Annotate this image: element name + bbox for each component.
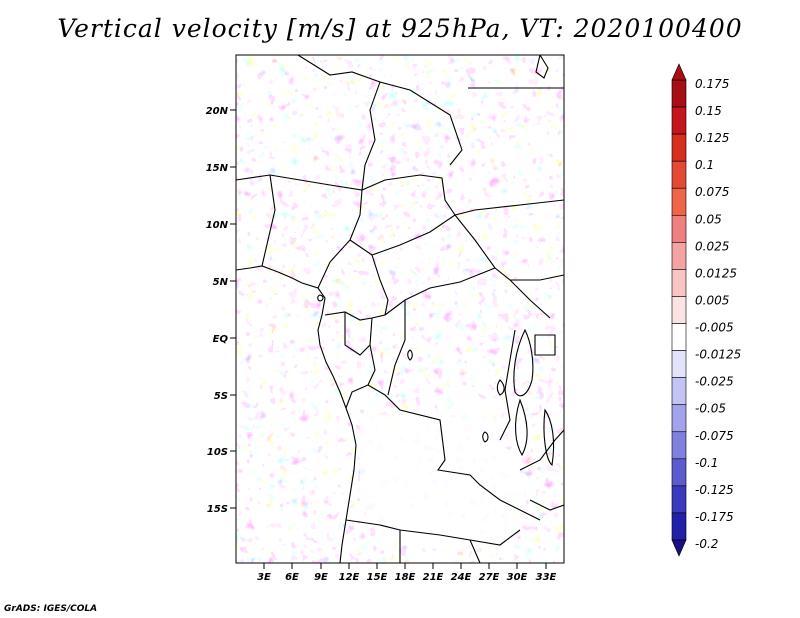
colorbar-segment [671,323,687,351]
colorbar-label: 0.005 [695,293,729,307]
lat-label: EQ [213,334,229,345]
lat-label: 20N [206,106,229,117]
lat-label: 15N [206,163,229,174]
colorbar-label: -0.125 [695,483,734,497]
colorbar-segment [671,187,687,216]
colorbar-segment [671,79,687,108]
colorbar-segment [671,106,687,135]
colorbar-label: -0.05 [695,402,726,416]
colorbar-label: 0.0125 [695,266,737,280]
colorbar-label: 0.05 [695,212,722,226]
lat-label: 5S [214,391,228,402]
latitude-axis: 20N 15N 10N 5N EQ 5S 10S 15S [206,106,236,515]
lon-label: 6E [285,572,299,583]
lat-label: 5N [213,277,229,288]
colorbar-label: -0.025 [695,375,734,389]
lon-label: 27E [479,572,500,583]
lon-label: 15E [367,572,388,583]
credit-label: GrADS: IGES/COLA [4,604,98,614]
colorbar-segment [671,160,687,189]
lat-label: 10S [207,447,228,458]
colorbar-label: 0.125 [695,131,729,145]
colorbar-segment [671,512,687,541]
colorbar-segment [671,296,687,324]
colorbar-segment [671,431,687,460]
lon-label: 21E [423,572,444,583]
colorbar-segment [671,269,687,297]
lon-label: 18E [395,572,416,583]
colorbar-segment [671,404,687,433]
colorbar-segment [671,485,687,514]
map-frame [235,54,565,564]
colorbar-segment [671,242,687,270]
lon-label: 12E [339,572,360,583]
lon-label: 33E [536,572,557,583]
colorbar-label: 0.1 [695,158,714,172]
colorbar-label: -0.0125 [695,348,741,362]
colorbar-label: -0.1 [695,456,718,470]
longitude-axis: 3E 6E 9E 12E 15E 18E 21E 24E 27E 30E 33E [257,563,557,583]
colorbar-bottom-arrow [671,539,687,557]
colorbar-segment [671,214,687,243]
lat-label: 10N [206,220,229,231]
country-borders [236,55,564,563]
colorbar-top-arrow [671,63,687,81]
lakes [317,55,556,467]
colorbar-segment [671,458,687,487]
chart-title: Vertical velocity [m/s] at 925hPa, VT: 2… [57,14,743,43]
lon-label: 30E [507,572,528,583]
colorbar-label: -0.2 [695,537,718,551]
colorbar-label: -0.005 [695,321,734,335]
colorbar-label: 0.15 [695,104,722,118]
lat-label: 15S [207,504,228,515]
colorbar-label: 0.025 [695,239,729,253]
colorbar-label: 0.175 [695,77,729,91]
colorbar-segment [671,350,687,378]
colorbar-label: -0.175 [695,510,734,524]
colorbar-label: 0.075 [695,185,729,199]
colorbar-segment [671,133,687,162]
colorbar: 0.175 0.15 0.125 0.1 0.075 0.05 0.025 0.0125 0.0… [671,63,741,557]
calm-region-east [470,395,520,460]
lon-label: 9E [314,572,328,583]
lon-label: 3E [257,572,271,583]
colorbar-segment [671,377,687,406]
lon-label: 24E [451,572,472,583]
colorbar-label: -0.075 [695,429,734,443]
